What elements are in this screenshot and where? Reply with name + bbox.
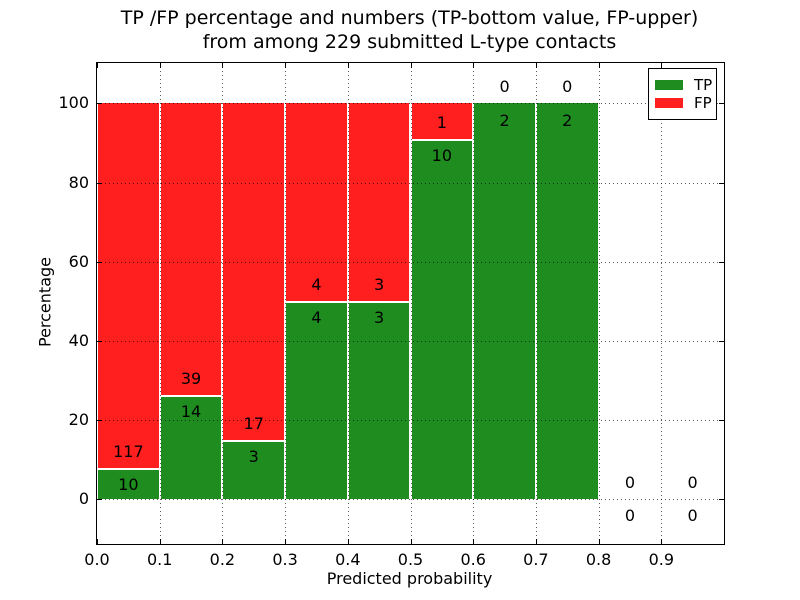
fp-count-label: 17 [243, 413, 264, 433]
x-axis-tick-top [347, 63, 349, 68]
legend-item-tp: TP [655, 76, 713, 94]
y-tick-label: 60 [68, 251, 89, 271]
x-axis-tick [97, 539, 98, 544]
fp-count-label: 3 [374, 275, 385, 295]
grid-line-vertical [598, 63, 600, 544]
fp-count-label: 0 [624, 473, 636, 493]
bar-fp-segment [348, 103, 410, 302]
x-axis-tick-top [410, 63, 412, 68]
x-tick-label: 0.1 [146, 550, 173, 569]
x-axis-tick-top [97, 63, 98, 68]
y-axis-tick [97, 261, 102, 263]
grid-line-horizontal [97, 499, 724, 501]
x-axis-tick [410, 539, 412, 544]
bar-tp-segment [98, 468, 159, 500]
fp-count-label: 39 [180, 368, 202, 388]
plot-area: 0.0 0.1 0.2 0.3 0.4 0.5 0.6 0.7 0.8 0.9 0 20 40 60 80 1… [58, 62, 725, 569]
fp-count-label: 1 [436, 113, 447, 133]
x-tick-label: 0.4 [335, 550, 361, 569]
y-axis-tick [97, 182, 102, 184]
grid-line-vertical [661, 63, 663, 544]
bar-tp-segment [411, 139, 473, 500]
y-axis-tick [97, 103, 102, 105]
tp-count-label: 10 [431, 146, 453, 166]
x-axis-tick-top [473, 63, 475, 68]
legend: TP FP [648, 68, 717, 120]
y-tick-label: 0 [78, 489, 89, 509]
fp-count-label: 117 [113, 441, 144, 461]
bar-fp-segment [160, 103, 222, 395]
fp-count-label: 4 [311, 275, 322, 295]
y-axis-tick-right [719, 420, 724, 422]
x-axis-tick [222, 539, 224, 544]
chart-title-line-2: from among 229 submitted L-type contacts [202, 31, 617, 53]
y-axis-tick [97, 340, 102, 342]
fp-count-label: 0 [687, 473, 698, 493]
chart-title: TP /FP percentage and numbers (TP-bottom… [96, 6, 723, 54]
x-axis-tick [473, 539, 475, 544]
y-axis-tick-right [719, 499, 724, 501]
bar-tp-segment [223, 439, 285, 500]
legend-swatch-fp [655, 98, 683, 108]
y-tick-label: 100 [58, 93, 89, 113]
y-axis-tick-right [719, 340, 724, 342]
x-tick-label: 0.0 [84, 550, 110, 569]
x-tick-label: 0.8 [585, 550, 612, 569]
x-axis-tick [661, 539, 663, 544]
legend-swatch-tp [655, 80, 683, 90]
y-tick-label: 40 [68, 330, 89, 350]
bar-fp-segment [411, 103, 473, 140]
y-axis-tick [97, 499, 102, 501]
x-axis-tick [159, 539, 161, 544]
tp-count-label: 0 [687, 506, 698, 526]
bar-tp-segment [536, 103, 598, 500]
bar-fp-segment [98, 103, 159, 469]
x-axis-tick [598, 539, 600, 544]
y-axis-tick-right [719, 261, 724, 263]
tp-count-label: 14 [180, 401, 202, 421]
bar-tp-segment [286, 301, 347, 500]
x-tick-label: 0.7 [523, 550, 549, 569]
x-tick-label: 0.5 [397, 550, 424, 569]
bar-tp-segment [474, 103, 535, 500]
y-axis-tick-right [719, 103, 724, 105]
bar-tp-segment [160, 394, 222, 500]
tp-count-label: 2 [562, 110, 573, 130]
x-axis-tick-top [159, 63, 161, 68]
x-tick-label: 0.2 [209, 550, 236, 569]
bar-tp-segment [348, 301, 410, 500]
legend-label-fp: FP [694, 94, 712, 112]
bar-fp-segment [286, 103, 347, 302]
y-axis-tick-right [719, 182, 724, 184]
tp-count-label: 0 [624, 506, 636, 526]
fp-count-label: 0 [499, 77, 510, 97]
tp-count-label: 3 [248, 447, 259, 466]
x-axis-tick-top [661, 63, 663, 68]
x-axis-tick [347, 539, 349, 544]
legend-item-fp: FP [655, 94, 712, 112]
tp-count-label: 10 [118, 475, 139, 495]
x-axis-tick-top [222, 63, 224, 68]
fp-count-label: 0 [562, 77, 573, 97]
x-axis-tick-top [535, 63, 537, 68]
y-axis-tick [97, 420, 102, 422]
chart-title-line-1: TP /FP percentage and numbers (TP-bottom… [120, 7, 699, 29]
y-tick-label: 20 [68, 410, 89, 430]
tp-count-label: 3 [374, 308, 385, 328]
bar-fp-segment [223, 103, 285, 440]
x-axis-tick [285, 539, 287, 544]
x-tick-label: 0.9 [648, 550, 675, 569]
legend-label-tp: TP [694, 76, 713, 94]
x-axis-tick [535, 539, 537, 544]
x-tick-label: 0.3 [272, 550, 298, 569]
y-tick-label: 80 [68, 172, 89, 192]
x-tick-label: 0.6 [460, 550, 486, 569]
x-axis-label: Predicted probability [326, 569, 493, 588]
tp-count-label: 4 [311, 308, 322, 328]
x-axis-tick-top [285, 63, 287, 68]
x-axis-tick-top [598, 63, 600, 68]
tp-count-label: 2 [499, 110, 510, 130]
